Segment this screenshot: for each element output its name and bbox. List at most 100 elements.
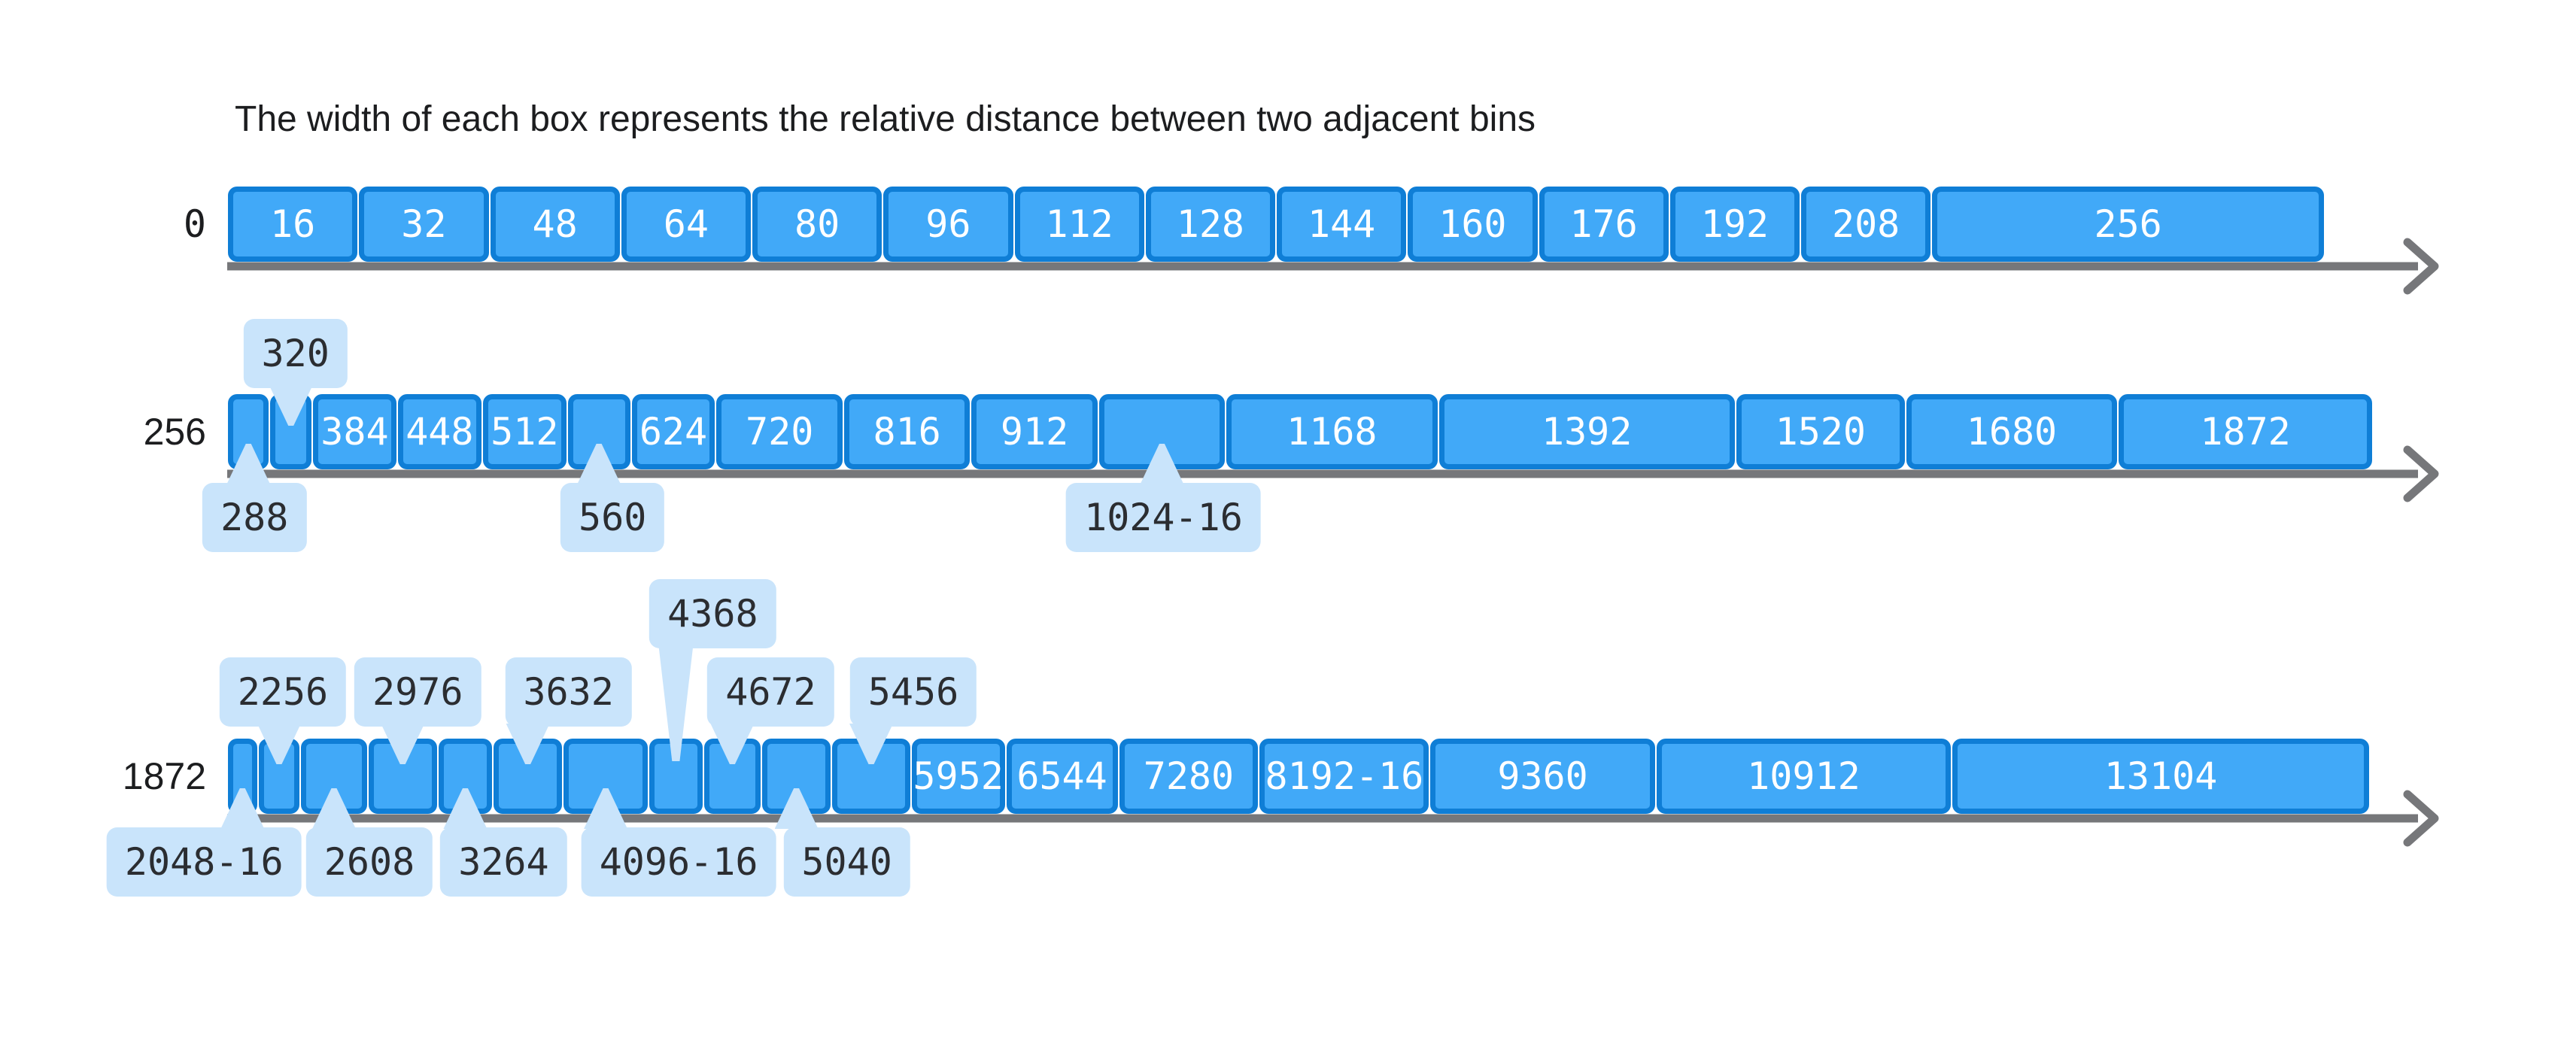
bin-box: 384 <box>312 394 396 469</box>
bin-box: 1168 <box>1226 394 1438 469</box>
bin-box: 512 <box>482 394 567 469</box>
bin-box-label: 16 <box>270 202 316 246</box>
callout: 2608 <box>305 827 433 897</box>
arrowhead-icon <box>2403 238 2439 295</box>
bin-box: 1872 <box>2119 394 2372 469</box>
bin-box: 208 <box>1801 187 1931 262</box>
bin-box-label: 80 <box>794 202 840 246</box>
bin-box: 1680 <box>1906 394 2118 469</box>
callout: 3632 <box>505 657 632 727</box>
bin-box-label: 10912 <box>1747 754 1861 798</box>
bin-box: 5952 <box>911 739 1005 814</box>
arrowhead-icon <box>2403 445 2439 502</box>
bin-box-label: 32 <box>401 202 447 246</box>
bin-box: 16 <box>228 187 358 262</box>
callout: 1024-16 <box>1066 483 1261 552</box>
callout-label: 320 <box>261 332 330 375</box>
callout: 320 <box>243 319 348 388</box>
bin-box-label: 208 <box>1831 202 1900 246</box>
bin-box: 6544 <box>1006 739 1118 814</box>
bin-box: 13104 <box>1952 739 2369 814</box>
bin-box-label: 128 <box>1176 202 1245 246</box>
bin-box: 7280 <box>1119 739 1259 814</box>
callout-label: 2976 <box>372 670 463 714</box>
bin-box-label: 144 <box>1307 202 1376 246</box>
bin-box-label: 1872 <box>2200 410 2291 454</box>
bin-box-label: 96 <box>925 202 971 246</box>
bin-box-label: 192 <box>1700 202 1769 246</box>
bin-box-label: 176 <box>1569 202 1638 246</box>
bin-box-label: 13104 <box>2104 754 2218 798</box>
bin-box-label: 256 <box>2094 202 2162 246</box>
callout: 2048-16 <box>106 827 302 897</box>
bin-box: 96 <box>883 187 1013 262</box>
callout: 2256 <box>219 657 347 727</box>
bin-box: 80 <box>752 187 882 262</box>
bin-box: 1392 <box>1438 394 1735 469</box>
bin-box-label: 720 <box>746 410 814 454</box>
callout-label: 4096-16 <box>599 840 758 884</box>
bin-box-label: 8192-16 <box>1265 754 1424 798</box>
callout: 4368 <box>649 579 776 648</box>
bin-box: 112 <box>1014 187 1144 262</box>
bin-box-label: 7280 <box>1143 754 1235 798</box>
bin-box-label: 624 <box>639 410 708 454</box>
callout-label: 288 <box>220 496 289 539</box>
bin-box: 816 <box>843 394 971 469</box>
callout: 3264 <box>440 827 567 897</box>
arrowhead-icon <box>2403 790 2439 847</box>
bin-box: 176 <box>1539 187 1669 262</box>
callout: 4672 <box>707 657 834 727</box>
bin-box-label: 5952 <box>913 754 1004 798</box>
bin-box-label: 816 <box>873 410 941 454</box>
bin-box: 8192-16 <box>1259 739 1429 814</box>
callout: 288 <box>202 483 307 552</box>
callout: 5456 <box>849 657 977 727</box>
callout-label: 2256 <box>237 670 329 714</box>
callout-label: 1024-16 <box>1084 496 1243 539</box>
bin-box-label: 1168 <box>1286 410 1378 454</box>
bin-box-label: 1392 <box>1541 410 1633 454</box>
diagram-title: The width of each box represents the rel… <box>235 99 1536 139</box>
callout-label: 2608 <box>324 840 415 884</box>
bin-box: 32 <box>359 187 489 262</box>
bin-box <box>368 739 437 814</box>
bin-box: 48 <box>490 187 620 262</box>
row-origin-label: 1872 <box>122 755 206 797</box>
callout-label: 3632 <box>523 670 614 714</box>
callout-label: 2048-16 <box>124 840 284 884</box>
bin-box-label: 160 <box>1438 202 1507 246</box>
bin-box-label: 112 <box>1045 202 1113 246</box>
bin-box-label: 9360 <box>1497 754 1588 798</box>
bin-box: 720 <box>716 394 843 469</box>
bin-box: 192 <box>1669 187 1800 262</box>
row-origin-label: 256 <box>143 411 206 453</box>
bin-box: 912 <box>971 394 1098 469</box>
bin-box: 1520 <box>1736 394 1905 469</box>
callout-label: 4672 <box>725 670 816 714</box>
callout: 2976 <box>354 657 481 727</box>
callout-label: 3264 <box>458 840 549 884</box>
row-origin-label: 0 <box>183 202 206 246</box>
callout: 4096-16 <box>581 827 776 897</box>
callout-label: 560 <box>579 496 647 539</box>
bin-box: 448 <box>397 394 481 469</box>
bin-box-label: 48 <box>532 202 578 246</box>
bin-box-label: 64 <box>663 202 709 246</box>
bin-box-label: 384 <box>320 410 389 454</box>
bin-box <box>438 739 492 814</box>
bin-box-label: 1520 <box>1775 410 1867 454</box>
bin-box-label: 448 <box>406 410 474 454</box>
bin-box-label: 6544 <box>1016 754 1107 798</box>
callout: 5040 <box>783 827 910 897</box>
callout-label: 5040 <box>801 840 892 884</box>
bin-box: 144 <box>1277 187 1407 262</box>
bin-box: 9360 <box>1430 739 1655 814</box>
bin-box: 624 <box>631 394 715 469</box>
bin-box-label: 1680 <box>1966 410 2058 454</box>
bin-box: 256 <box>1932 187 2324 262</box>
bin-box: 10912 <box>1656 739 1952 814</box>
bin-box: 64 <box>621 187 751 262</box>
bin-box: 128 <box>1145 187 1275 262</box>
